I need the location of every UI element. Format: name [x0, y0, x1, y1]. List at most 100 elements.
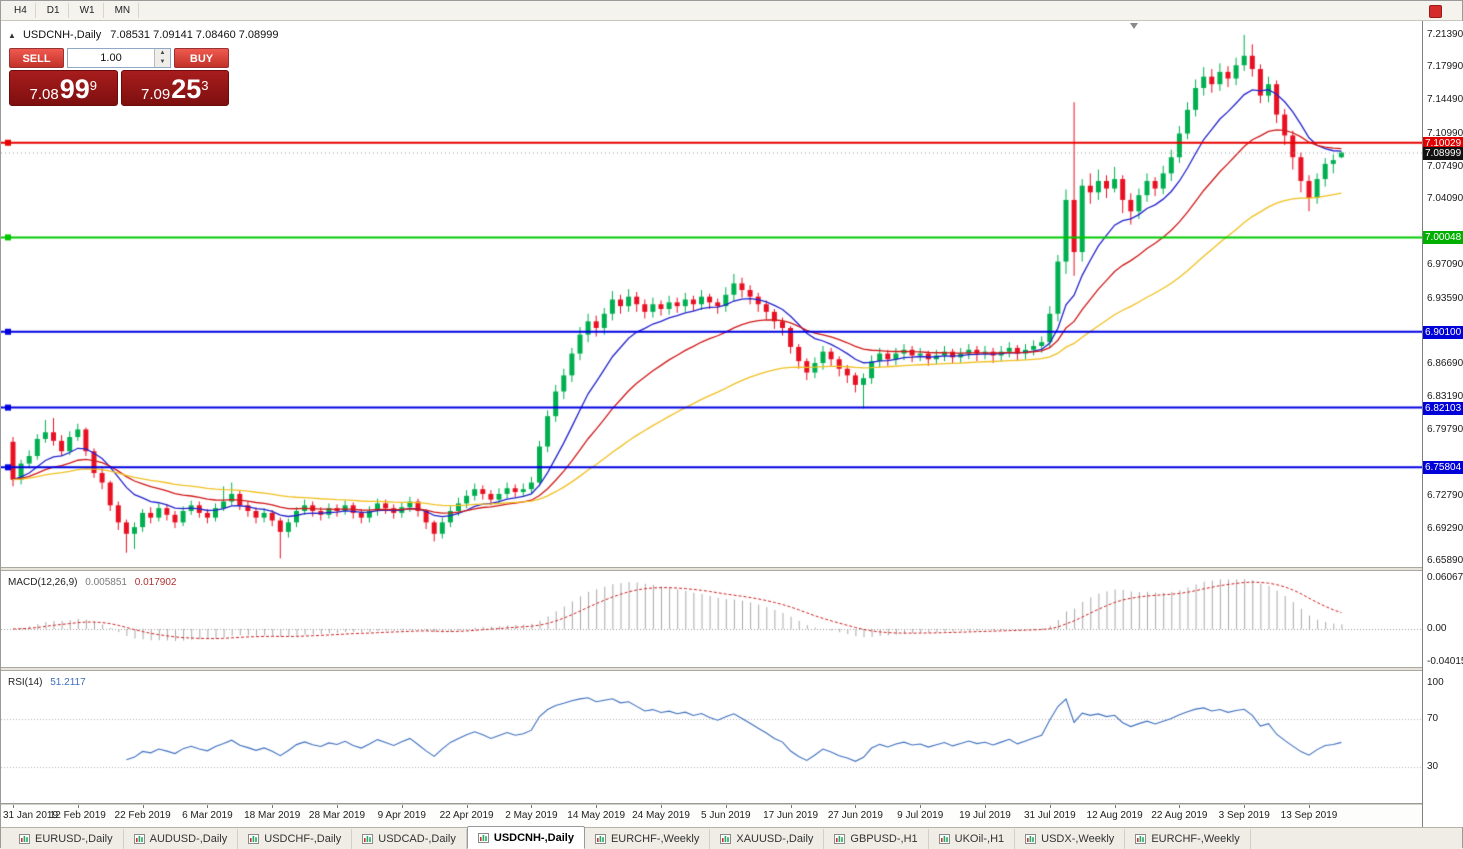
tab-usdcad-daily[interactable]: USDCAD-,Daily — [352, 829, 467, 849]
tab-chart-icon — [1025, 834, 1037, 844]
tab-chart-icon — [362, 834, 374, 844]
date-label: 9 Jul 2019 — [897, 810, 944, 821]
macd-title: MACD(12,26,9) 0.005851 0.017902 — [8, 577, 176, 588]
ohlc-values: 7.08531 7.09141 7.08460 7.08999 — [110, 29, 279, 41]
tab-chart-icon — [594, 834, 606, 844]
axis-tick-label: 7.17990 — [1427, 61, 1463, 73]
axis-tick-label: 0.060674 — [1427, 572, 1463, 584]
date-label: 31 Jan 2019 — [3, 810, 59, 821]
tab-audusd-daily[interactable]: AUDUSD-,Daily — [124, 829, 239, 849]
tab-eurchf-weekly[interactable]: EURCHF-,Weekly — [1125, 829, 1251, 849]
tab-label: UKOil-,H1 — [954, 833, 1005, 845]
axis-tick-label: 7.21390 — [1427, 29, 1463, 40]
rsi-label: RSI(14) — [8, 677, 43, 688]
date-tick-mark — [920, 805, 922, 808]
price-badge: 7.08999 — [1423, 146, 1463, 160]
ask-price-display[interactable]: 7.09 25 3 — [120, 70, 229, 106]
date-label: 28 Mar 2019 — [308, 810, 366, 821]
sell-button[interactable]: SELL — [9, 48, 64, 68]
ask-pips: 25 — [171, 74, 202, 104]
macd-label: MACD(12,26,9) — [8, 577, 78, 588]
timeframe-toolbar: H4 D1 W1 MN — [1, 1, 1462, 21]
axis-tick-label: 70 — [1427, 713, 1439, 724]
tab-label: EURCHF-,Weekly — [1151, 833, 1240, 845]
date-label: 22 Aug 2019 — [1151, 810, 1208, 821]
macd-main-value: 0.005851 — [85, 577, 127, 588]
collapse-trade-panel-icon[interactable]: ▲ — [8, 31, 16, 40]
pane-divider-rsi[interactable] — [1, 667, 1463, 671]
date-label: 12 Aug 2019 — [1086, 810, 1143, 821]
date-label: 19 Jul 2019 — [959, 810, 1011, 821]
timeframe-button-mn[interactable]: MN — [107, 3, 140, 18]
date-axis[interactable]: 31 Jan 2019 12 Feb 2019 22 Feb 2019 6 Mar 2… — [1, 805, 1422, 827]
volume-input[interactable]: 1.00 ▲ ▼ — [67, 48, 171, 68]
red-square-icon[interactable] — [1429, 5, 1442, 18]
date-tick-mark — [142, 805, 144, 808]
pane-divider-macd[interactable] — [1, 567, 1463, 571]
buy-button[interactable]: BUY — [174, 48, 229, 68]
tab-eurusd-daily[interactable]: EURUSD-,Daily — [9, 829, 124, 849]
axis-tick-label: 7.14490 — [1427, 94, 1463, 106]
tab-eurchf-weekly[interactable]: EURCHF-,Weekly — [585, 829, 711, 849]
timeframe-button-d1[interactable]: D1 — [39, 3, 69, 18]
date-tick-mark — [1114, 805, 1116, 808]
tab-label: GBPUSD-,H1 — [850, 833, 918, 845]
tab-usdcnh-daily[interactable]: USDCNH-,Daily — [466, 826, 585, 849]
tab-label: USDCNH-,Daily — [493, 831, 574, 844]
rsi-title: RSI(14) 51.2117 — [8, 677, 86, 688]
symbol-period-label: USDCNH-,Daily — [22, 29, 102, 41]
date-tick-mark — [661, 805, 662, 808]
macd-signal-value: 0.017902 — [134, 577, 177, 588]
bid-price-display[interactable]: 7.08 99 9 — [9, 70, 118, 106]
axis-tick-label: 6.97090 — [1427, 259, 1463, 271]
date-label: 31 Jul 2019 — [1023, 810, 1076, 821]
tab-gbpusd-h1[interactable]: GBPUSD-,H1 — [824, 829, 929, 849]
axis-tick-label: 6.83190 — [1427, 391, 1463, 403]
date-tick-mark — [77, 805, 79, 808]
one-click-trade-panel: SELL 1.00 ▲ ▼ BUY 7.08 99 9 7.09 — [9, 48, 229, 106]
date-label: 24 May 2019 — [632, 810, 690, 821]
timeframe-button-h4[interactable]: H4 — [6, 3, 36, 18]
axis-tick-label: -0.040152 — [1427, 656, 1463, 668]
macd-indicator-canvas[interactable] — [1, 571, 1422, 667]
tab-chart-icon — [133, 834, 145, 844]
tab-ukoil-h1[interactable]: UKOil-,H1 — [929, 829, 1016, 849]
axis-tick-label: 0.00 — [1427, 623, 1447, 634]
date-tick-mark — [725, 805, 727, 808]
date-label: 3 Sep 2019 — [1218, 810, 1270, 821]
rsi-value: 51.2117 — [50, 677, 86, 688]
tab-chart-icon — [1135, 834, 1147, 844]
date-label: 9 Apr 2019 — [377, 810, 426, 821]
rsi-indicator-canvas[interactable] — [1, 671, 1422, 803]
volume-decrease-button[interactable]: ▼ — [159, 59, 166, 65]
date-label: 2 May 2019 — [505, 810, 558, 821]
axis-tick-label: 6.65890 — [1427, 555, 1463, 567]
price-axis[interactable]: 7.21390 7.17990 7.14490 7.10990 7.07490 7.040… — [1422, 21, 1463, 827]
axis-tick-label: 7.07490 — [1427, 160, 1463, 172]
date-label: 6 Mar 2019 — [182, 810, 233, 821]
axis-tick-label: 30 — [1427, 761, 1439, 772]
main-chart-canvas[interactable] — [1, 21, 1422, 567]
tab-label: USDCAD-,Daily — [378, 833, 456, 845]
axis-tick-label: 7.10990 — [1427, 127, 1463, 139]
price-badge: 7.10029 — [1423, 136, 1463, 150]
axis-tick-label: 6.72790 — [1427, 489, 1463, 501]
date-tick-mark — [1309, 805, 1310, 808]
axis-tick-label: 7.04090 — [1427, 193, 1463, 205]
tab-xauusd-daily[interactable]: XAUUSD-,Daily — [710, 829, 825, 849]
volume-value[interactable]: 1.00 — [100, 52, 122, 64]
date-tick-mark — [790, 805, 792, 808]
timeframe-button-w1[interactable]: W1 — [72, 3, 104, 18]
date-label: 14 May 2019 — [567, 810, 626, 821]
chart-area: ▲ USDCNH-,Daily 7.08531 7.09141 7.08460 … — [1, 21, 1463, 827]
price-badge: 6.82103 — [1423, 401, 1463, 415]
volume-increase-button[interactable]: ▲ — [159, 50, 166, 56]
ask-pipette: 3 — [201, 78, 209, 93]
tab-usdx-weekly[interactable]: USDX-,Weekly — [1015, 829, 1126, 849]
date-tick-mark — [1179, 805, 1181, 808]
tab-usdchf-daily[interactable]: USDCHF-,Daily — [238, 829, 353, 849]
date-label: 27 Jun 2019 — [827, 810, 883, 821]
pane-divider-dates — [1, 803, 1463, 805]
date-tick-mark — [337, 805, 338, 808]
bid-pipette: 9 — [89, 78, 97, 93]
